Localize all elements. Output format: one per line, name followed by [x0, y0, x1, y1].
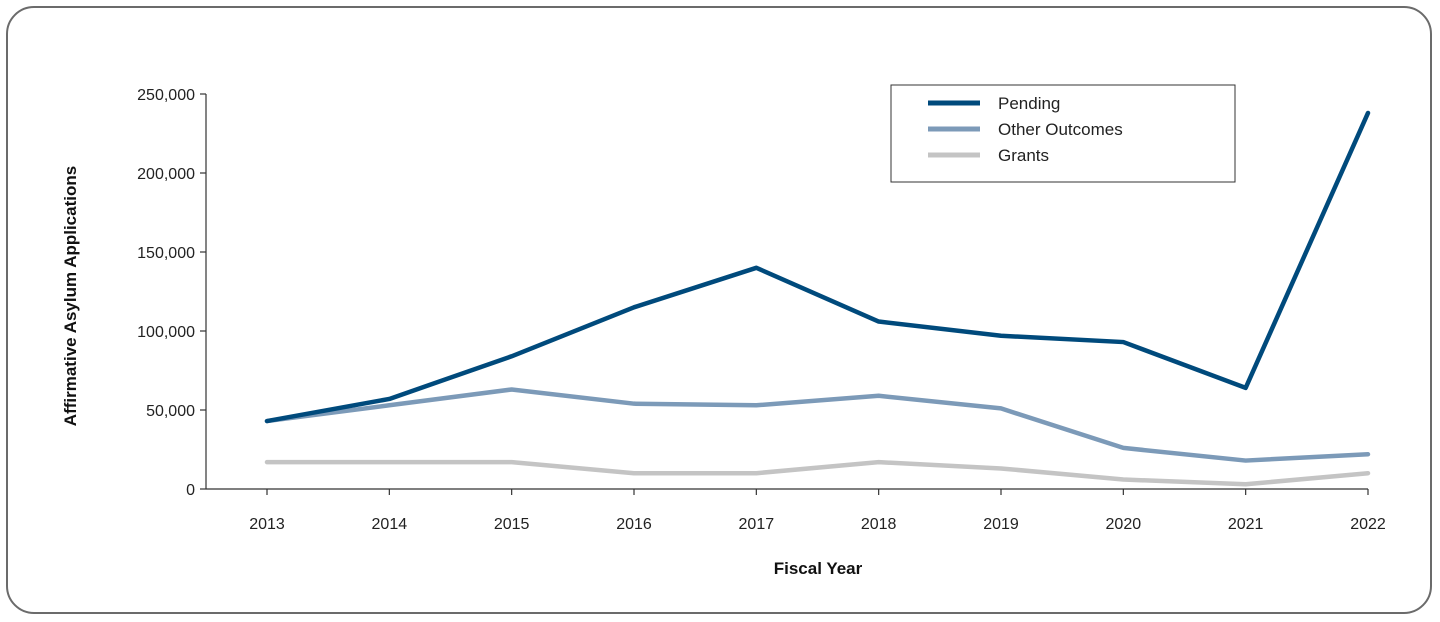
- x-tick-label: 2013: [249, 516, 285, 533]
- legend-label-pending: Pending: [998, 94, 1060, 113]
- y-tick-label: 50,000: [146, 403, 195, 420]
- legend-label-other-outcomes: Other Outcomes: [998, 120, 1123, 139]
- x-axis-title: Fiscal Year: [774, 559, 863, 578]
- x-tick-label: 2022: [1350, 516, 1386, 533]
- x-tick-label: 2021: [1228, 516, 1264, 533]
- series-line-other-outcomes: [264, 387, 1371, 463]
- x-tick-label: 2017: [739, 516, 775, 533]
- y-ticks: 0 50,000 100,000 150,000 200,000 250,000: [137, 87, 206, 499]
- y-tick-label: 0: [186, 482, 195, 499]
- legend-label-grants: Grants: [998, 146, 1049, 165]
- legend: Pending Other Outcomes Grants: [890, 84, 1236, 183]
- x-tick-label: 2014: [372, 516, 408, 533]
- series-line-pending: [264, 110, 1371, 424]
- axes: [205, 94, 1368, 490]
- y-axis-title: Affirmative Asylum Applications: [61, 166, 80, 426]
- x-tick-label: 2019: [983, 516, 1019, 533]
- y-tick-label: 200,000: [137, 166, 195, 183]
- y-tick-label: 100,000: [137, 324, 195, 341]
- x-tick-label: 2018: [861, 516, 897, 533]
- series-line-grants: [264, 459, 1371, 487]
- y-tick-label: 250,000: [137, 87, 195, 104]
- series-lines: [264, 110, 1371, 487]
- y-tick-label: 150,000: [137, 245, 195, 262]
- x-ticks: 2013 2014 2015 2016 2017 2018 2019 2020 2021 2022: [249, 489, 1386, 533]
- x-tick-label: 2015: [494, 516, 530, 533]
- x-tick-label: 2016: [616, 516, 652, 533]
- x-tick-label: 2020: [1106, 516, 1142, 533]
